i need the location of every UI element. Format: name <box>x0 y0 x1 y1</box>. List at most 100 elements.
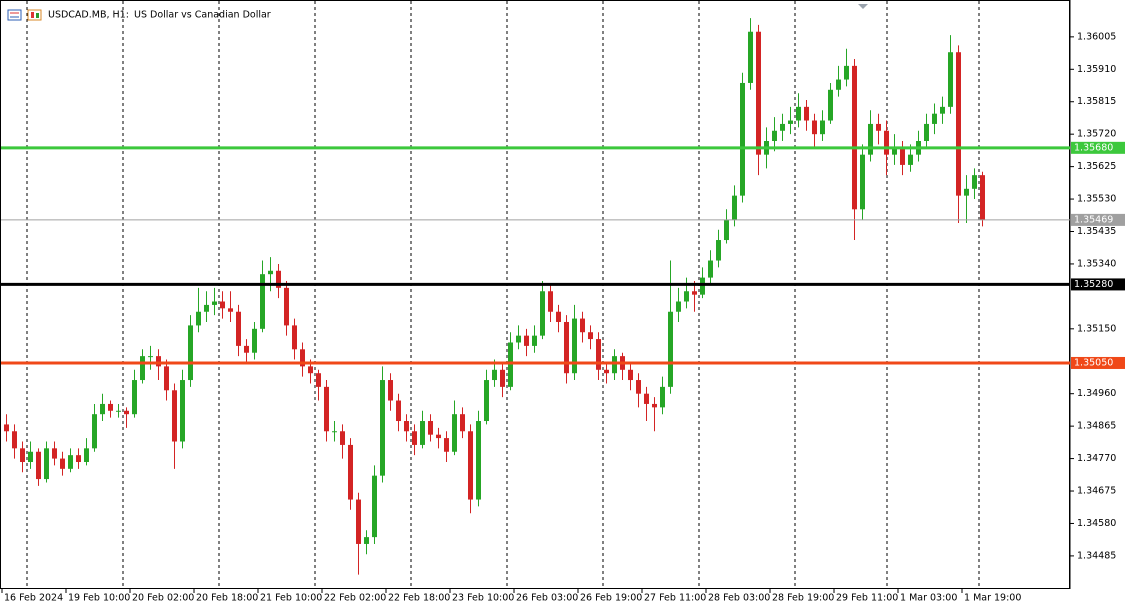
candle-body <box>580 318 585 333</box>
candle-body <box>908 154 913 165</box>
icon <box>7 9 22 21</box>
price-level-label: 1.35050 <box>1074 357 1113 368</box>
y-tick-label: 1.35530 <box>1077 194 1116 205</box>
candle-body <box>804 106 809 121</box>
candle-body <box>940 106 945 114</box>
candle-body <box>132 380 137 415</box>
candle-body <box>172 390 177 442</box>
y-tick-label: 1.34960 <box>1077 388 1116 399</box>
candle-body <box>732 195 737 220</box>
y-tick-label: 1.35625 <box>1077 161 1116 172</box>
candle-body <box>260 274 265 329</box>
candle-body <box>340 431 345 445</box>
candle-body <box>36 451 41 480</box>
x-tick-label: 21 Feb 10:00 <box>260 593 322 604</box>
candle-body <box>316 373 321 387</box>
x-tick-label: 22 Feb 18:00 <box>388 593 450 604</box>
y-tick-label: 1.34485 <box>1077 550 1116 561</box>
x-tick-label: 28 Feb 03:00 <box>708 593 770 604</box>
x-tick-label: 23 Feb 10:00 <box>452 593 514 604</box>
candle-body <box>268 270 273 275</box>
candle-body <box>212 301 217 305</box>
candle-body <box>20 448 25 462</box>
x-tick-label: 1 Mar 03:00 <box>900 593 957 604</box>
candle-body <box>244 345 249 353</box>
icon <box>27 9 42 21</box>
candle-body <box>932 113 937 124</box>
price-level-tag <box>1071 278 1125 291</box>
x-tick-label: 27 Feb 11:00 <box>644 593 706 604</box>
candle-body <box>116 410 121 412</box>
candle-body <box>756 31 761 155</box>
candle-body <box>684 291 689 302</box>
candle-body <box>676 301 681 312</box>
candle-body <box>636 380 641 394</box>
price-level-label: 1.35680 <box>1074 142 1113 153</box>
candle-body <box>180 380 185 442</box>
candle-body <box>164 366 169 391</box>
candle-body <box>356 499 361 544</box>
price-level-tag <box>1071 213 1125 226</box>
candle-body <box>828 89 833 121</box>
candle-body <box>868 123 873 155</box>
candle-body <box>716 240 721 261</box>
candle-body <box>788 120 793 124</box>
candle-body <box>140 356 145 381</box>
candle-body <box>308 366 313 374</box>
candle-body <box>204 304 209 312</box>
candle-body <box>652 403 657 408</box>
candle-body <box>60 458 65 469</box>
y-tick-label: 1.35150 <box>1077 323 1116 334</box>
icon <box>31 12 34 18</box>
y-tick-label: 1.35910 <box>1077 64 1116 75</box>
candle-body <box>708 260 713 278</box>
candle-body <box>860 154 865 210</box>
candle-body <box>324 386 329 432</box>
candle-body <box>492 369 497 381</box>
candle-body <box>540 291 545 336</box>
candle-body <box>700 277 705 295</box>
candle-body <box>420 421 425 445</box>
candle-body <box>44 448 49 480</box>
candle-body <box>588 332 593 340</box>
candle-body <box>380 380 385 476</box>
candle-body <box>484 380 489 422</box>
candle-body <box>372 475 377 538</box>
y-tick-label: 1.34675 <box>1077 486 1116 497</box>
candle-body <box>84 448 89 462</box>
chart-subtitle: US Dollar vs Canadian Dollar <box>134 10 271 21</box>
candle-body <box>388 380 393 401</box>
y-tick-label: 1.35340 <box>1077 258 1116 269</box>
y-tick-label: 1.34580 <box>1077 518 1116 529</box>
candle-body <box>924 123 929 142</box>
candle-body <box>724 219 729 241</box>
candle-body <box>644 393 649 404</box>
y-tick-label: 1.34865 <box>1077 421 1116 432</box>
y-tick-label: 1.35815 <box>1077 96 1116 107</box>
candle-body <box>404 421 409 432</box>
y-tick-label: 1.36005 <box>1077 31 1116 42</box>
candle-body <box>964 188 969 196</box>
candle-body <box>292 325 297 350</box>
candle-body <box>796 106 801 121</box>
candle-body <box>444 438 449 452</box>
candle-body <box>836 79 841 90</box>
candle-body <box>52 448 57 459</box>
candle-body <box>884 130 889 155</box>
x-tick-label: 28 Feb 19:00 <box>772 593 834 604</box>
header-icons <box>7 9 42 21</box>
candle-body <box>436 434 441 439</box>
price-level-tag <box>1071 141 1125 154</box>
y-tick-label: 1.34770 <box>1077 453 1116 464</box>
candle-body <box>596 339 601 370</box>
candle-body <box>748 31 753 83</box>
candle-body <box>852 65 857 210</box>
x-tick-label: 20 Feb 02:00 <box>132 593 194 604</box>
shift-marker <box>858 4 868 9</box>
chart-title: USDCAD.MB, H1: <box>48 10 129 21</box>
candle-body <box>196 311 201 326</box>
candle-body <box>628 369 633 381</box>
candle-body <box>812 120 817 135</box>
candle-body <box>332 431 337 433</box>
candle-body <box>820 120 825 135</box>
